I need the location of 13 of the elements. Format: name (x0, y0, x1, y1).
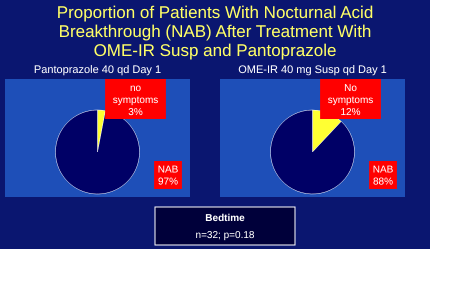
chart-subtitle: Pantoprazole 40 qd Day 1 (34, 64, 162, 76)
slice-label: NAB (158, 164, 179, 176)
text: Proportion of Patients With Nocturnal Acid Breakthrough (NAB) After Treatment With OME-IR Susp and Pantoprazole (56, 3, 374, 60)
data-label: 3% (128, 107, 143, 118)
data-label: 12% (340, 107, 361, 118)
data-label: 88% (372, 176, 394, 188)
text: n=32; p=0.18 (196, 230, 255, 241)
text: Bedtime (205, 213, 246, 224)
slice-label: no symptoms (112, 83, 158, 106)
slice-label: NAB (372, 164, 394, 176)
chart-title: OME-IR 40 mg Susp qd Day 1 (238, 64, 387, 76)
data-label: 97% (158, 176, 178, 188)
slice-label: No symptoms (328, 83, 374, 106)
